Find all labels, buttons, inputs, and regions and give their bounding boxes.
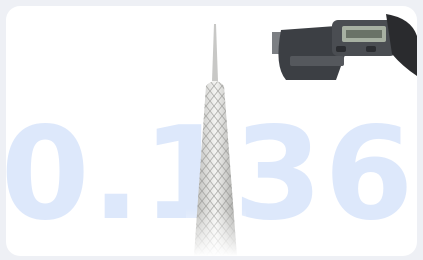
micrometer	[272, 14, 417, 80]
tube-fade	[186, 66, 246, 256]
card: 0.136	[6, 6, 417, 256]
page: 0.136 (() => { const data = JSON.parse(d…	[0, 0, 423, 260]
illustration: 0.136	[6, 6, 417, 256]
